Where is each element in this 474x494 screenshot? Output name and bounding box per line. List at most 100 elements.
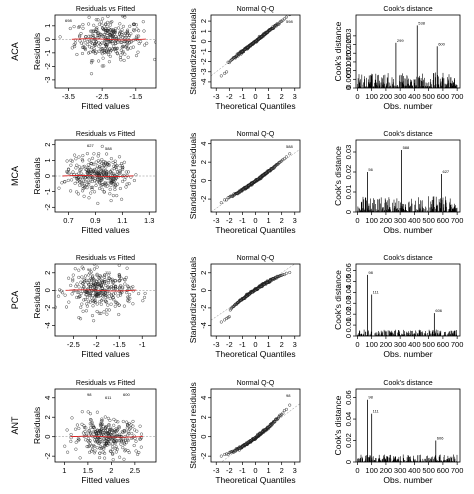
data-point: [81, 309, 85, 313]
data-point: [105, 308, 109, 312]
data-point: [79, 291, 83, 296]
data-point: [73, 41, 77, 45]
data-point: [113, 29, 117, 33]
spike-label: 98: [368, 395, 373, 400]
data-point: [121, 50, 125, 54]
data-point: [113, 291, 117, 295]
data-point: [122, 173, 126, 177]
data-point: [76, 439, 80, 443]
spike-label: 600: [438, 41, 445, 46]
spike-label: 56: [368, 167, 373, 172]
data-point: [118, 186, 122, 191]
x-tick-label: 100: [365, 216, 378, 225]
data-point: [90, 275, 95, 279]
data-point: [108, 187, 112, 191]
data-point: [91, 304, 95, 308]
x-axis-label: Fitted values: [81, 225, 129, 235]
x-tick-label: -1: [239, 466, 246, 475]
outlier-label: 698: [65, 18, 72, 23]
x-axis-label: Obs. number: [383, 349, 432, 359]
data-point: [105, 312, 109, 316]
data-point: [93, 430, 97, 434]
y-tick-label: 4: [199, 396, 208, 400]
data-point: [120, 45, 124, 49]
qq-point: [268, 424, 272, 428]
data-point: [122, 160, 126, 164]
x-tick-label: 400: [408, 216, 421, 225]
data-point: [101, 56, 105, 60]
data-point: [102, 32, 107, 37]
y-tick-label: -1: [43, 188, 52, 195]
cooks-distance-panel: Cook's distance Obs. number Cook's distanc…: [333, 131, 463, 235]
data-point: [85, 152, 89, 156]
qq-point: [281, 273, 285, 277]
y-tick-label: 0: [344, 460, 353, 464]
data-point: [98, 186, 102, 191]
residuals-vs-fitted-panel: Residuals vs Fitted Fitted values Residual…: [32, 6, 157, 111]
y-tick-label: -2: [43, 453, 52, 460]
data-point: [93, 435, 97, 439]
spike-label: 627: [442, 169, 449, 174]
data-point: [86, 43, 90, 47]
data-point: [79, 181, 83, 185]
x-tick-label: 100: [365, 92, 378, 101]
data-point: [97, 44, 101, 48]
y-tick-label: 0.01: [344, 185, 353, 200]
data-point: [137, 41, 141, 46]
x-tick-label: 200: [380, 92, 393, 101]
outlier-label: 627: [87, 143, 94, 148]
data-point: [92, 47, 96, 51]
data-point: [77, 285, 81, 289]
x-tick-label: 1.1: [117, 216, 127, 225]
data-point: [117, 312, 121, 317]
data-point: [117, 26, 121, 30]
panel-title: Normal Q-Q: [237, 255, 275, 262]
data-point: [87, 299, 91, 303]
data-point: [115, 172, 119, 176]
data-point: [88, 417, 93, 422]
data-point: [107, 176, 111, 180]
data-point: [101, 183, 105, 187]
data-point: [83, 274, 88, 278]
data-point: [82, 42, 86, 46]
y-tick-label: 1: [43, 24, 52, 28]
data-point: [92, 190, 97, 194]
x-tick-label: 700: [451, 216, 464, 225]
data-point: [89, 270, 93, 274]
data-point: [78, 34, 82, 38]
data-point: [71, 273, 75, 277]
data-point: [66, 178, 70, 182]
data-point: [86, 445, 90, 449]
y-tick-label: -3: [199, 68, 208, 75]
data-point: [79, 171, 83, 175]
data-point: [121, 167, 125, 171]
data-point: [91, 283, 95, 287]
qq-reference-line: [211, 149, 300, 212]
data-point: [141, 20, 145, 24]
data-point: [115, 447, 119, 451]
data-point: [142, 295, 147, 299]
data-point: [109, 27, 113, 32]
qq-point: [284, 407, 288, 411]
data-point: [117, 172, 121, 176]
data-point: [98, 456, 102, 460]
data-point: [59, 289, 63, 293]
data-point: [111, 452, 115, 456]
normal-qq-panel: Normal Q-Q Theoretical Quantiles Standardi…: [188, 255, 301, 359]
data-point: [77, 275, 81, 279]
data-point: [99, 302, 103, 306]
data-point: [93, 298, 97, 302]
data-point: [88, 293, 92, 297]
qq-point: [225, 70, 229, 74]
y-tick-label: 0.015: [344, 53, 353, 72]
y-tick-label: 2: [43, 271, 52, 275]
data-point: [92, 319, 96, 323]
data-point: [94, 292, 98, 296]
data-point: [84, 290, 88, 294]
data-point: [88, 45, 92, 49]
data-point: [58, 288, 62, 292]
y-tick-label: -4: [199, 322, 208, 329]
data-point: [127, 33, 132, 38]
plot-marks: [211, 264, 296, 324]
x-tick-label: -1: [239, 340, 246, 349]
